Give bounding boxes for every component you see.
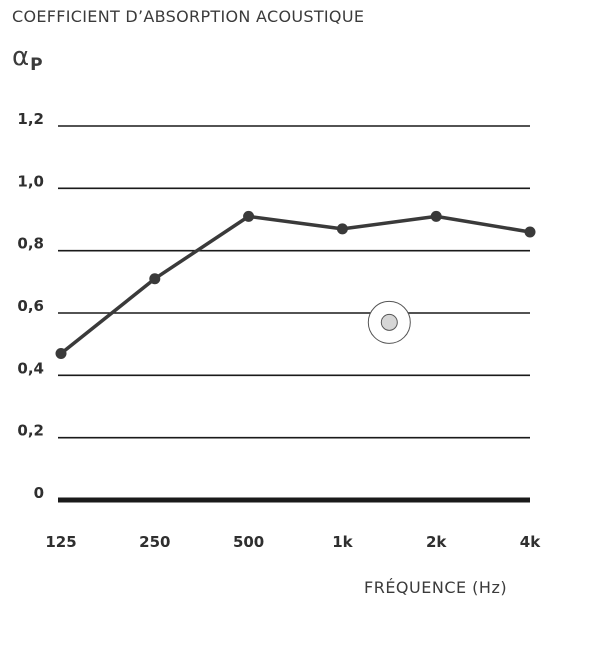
y-axis-subscript: P <box>30 55 43 75</box>
x-tick-label-4k: 4k <box>520 533 541 551</box>
y-tick-label-4: 0,8 <box>17 235 44 253</box>
grid-lines <box>58 125 530 503</box>
y-axis-symbol: α <box>12 42 30 72</box>
data-point-4k <box>524 226 536 238</box>
y-tick-label-2: 0,4 <box>17 359 44 377</box>
x-axis-label: FRÉQUENCE (Hz) <box>364 578 508 597</box>
x-tick-label-250: 250 <box>139 533 170 551</box>
data-point-500 <box>243 210 255 222</box>
x-tick-label-125: 125 <box>45 533 76 551</box>
data-point-125 <box>55 348 67 360</box>
data-point-2k <box>430 210 442 222</box>
x-tick-label-500: 500 <box>233 533 264 551</box>
x-tick-label-2k: 2k <box>426 533 447 551</box>
series-group <box>55 210 536 360</box>
x-tick-labels: 125 250 500 1k 2k 4k <box>45 533 541 551</box>
data-point-1k <box>336 223 348 235</box>
chart-title: COEFFICIENT D’ABSORPTION ACOUSTIQUE <box>12 7 365 26</box>
highlight-marker-dot <box>380 313 398 331</box>
data-point-250 <box>149 273 161 285</box>
y-tick-label-3: 0,6 <box>17 297 44 315</box>
y-tick-label-0: 0 <box>34 484 44 502</box>
x-tick-label-1k: 1k <box>332 533 353 551</box>
y-axis-label: αP <box>12 42 43 75</box>
y-tick-label-6: 1,2 <box>17 110 44 128</box>
y-tick-label-5: 1,0 <box>17 172 44 190</box>
series-line-0 <box>59 214 532 356</box>
y-tick-label-1: 0,2 <box>17 422 44 440</box>
highlight-group <box>367 300 411 344</box>
y-tick-labels: 0 0,2 0,4 0,6 0,8 1,0 1,2 <box>17 110 44 502</box>
